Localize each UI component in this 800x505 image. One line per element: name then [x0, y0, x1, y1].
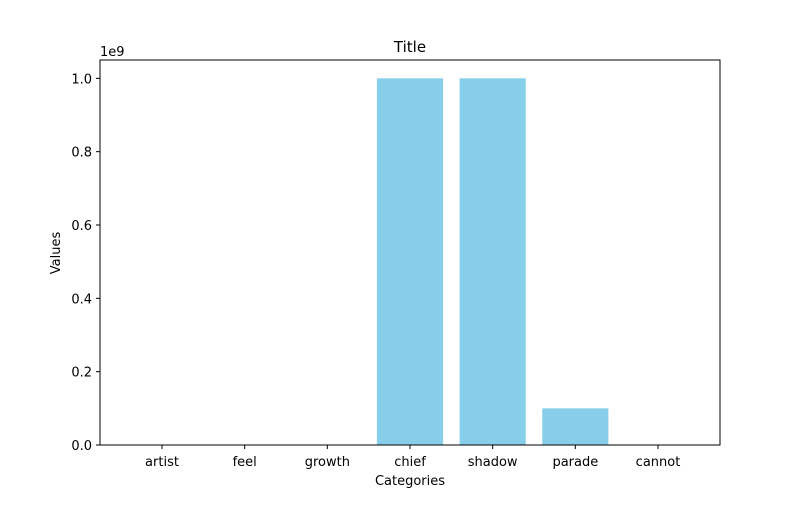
x-axis-title: Categories [375, 474, 445, 489]
x-tick-label: shadow [468, 455, 518, 470]
bar-shadow [459, 78, 526, 445]
chart-title: Title [393, 38, 426, 56]
x-tick-label: cannot [636, 455, 681, 470]
x-tick-label: parade [552, 455, 598, 470]
y-tick-label: 0.4 [71, 292, 92, 307]
bar-parade [542, 408, 609, 445]
plot-frame [99, 59, 721, 446]
x-tick-label: feel [233, 455, 257, 470]
y-tick-label: 0.8 [71, 146, 92, 161]
x-tick-label: artist [145, 455, 179, 470]
y-axis-offset-label: 1e9 [100, 45, 125, 60]
y-tick-label: 0.0 [71, 439, 92, 454]
ticks-layer: artist feel growth chief shadow parade cannot 0… [71, 72, 680, 470]
bar-chief [376, 78, 444, 445]
y-tick-label: 0.2 [71, 366, 92, 381]
bars-layer [376, 78, 609, 445]
y-tick-label: 1.0 [71, 72, 92, 87]
x-tick-label: chief [394, 455, 426, 470]
x-tick-label: growth [305, 455, 350, 470]
y-tick-label: 0.6 [71, 219, 92, 234]
y-axis-title: Values [49, 232, 64, 275]
